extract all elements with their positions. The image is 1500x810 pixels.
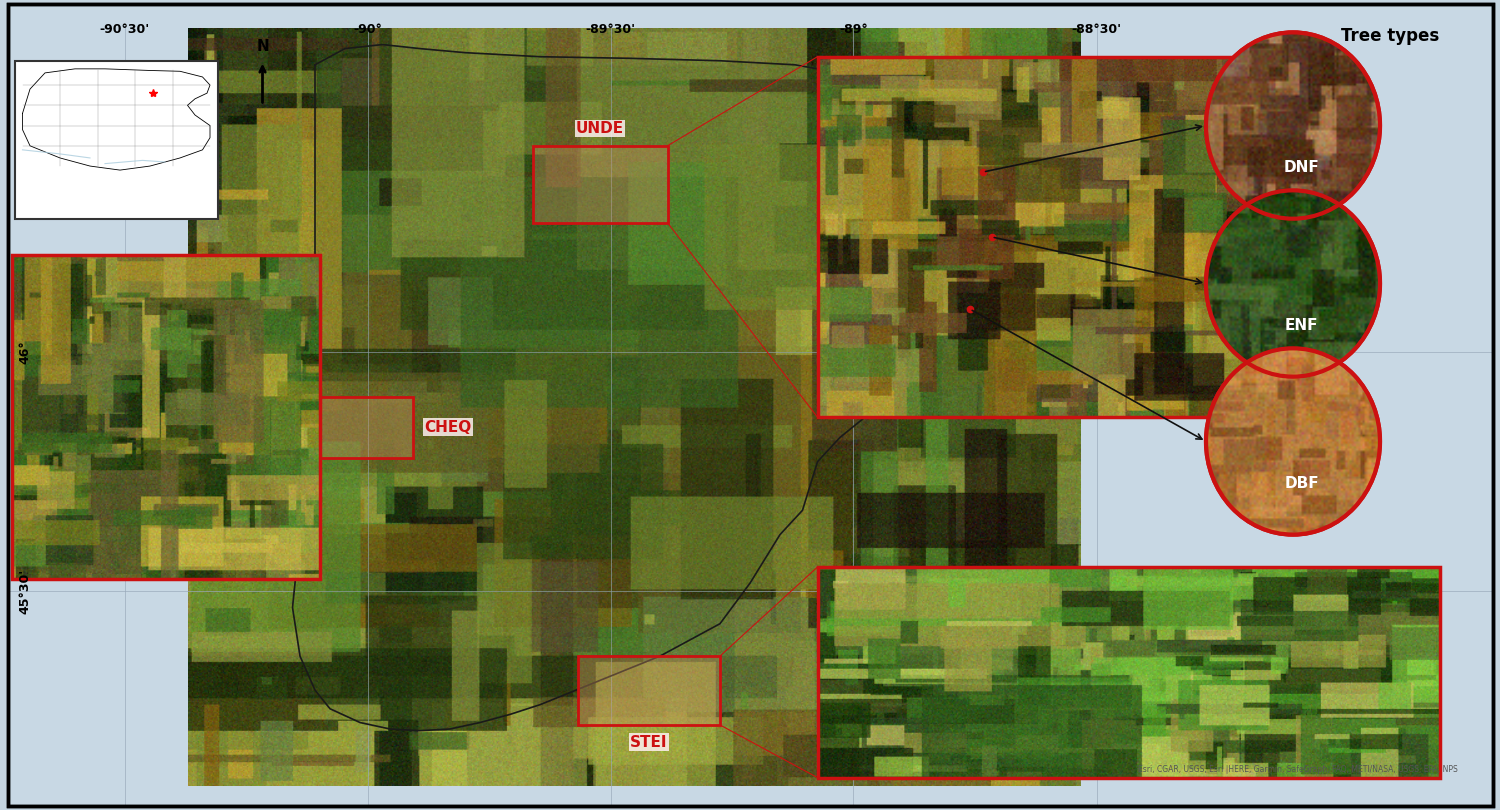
Text: ENF: ENF <box>1286 318 1318 333</box>
Text: DBF: DBF <box>1284 475 1318 491</box>
Ellipse shape <box>1206 348 1380 535</box>
Bar <box>12 255 320 579</box>
Text: 45°30': 45°30' <box>18 569 32 614</box>
Bar <box>315 397 413 458</box>
Text: STEI: STEI <box>630 735 668 750</box>
Text: DNF: DNF <box>1284 160 1320 175</box>
Polygon shape <box>292 45 960 731</box>
Text: -88°30': -88°30' <box>1071 23 1122 36</box>
Bar <box>818 567 1440 778</box>
Text: -90°: -90° <box>352 23 382 36</box>
Text: -89°: -89° <box>839 23 868 36</box>
Text: 46°: 46° <box>18 340 32 364</box>
Text: UNDE: UNDE <box>576 121 624 136</box>
Text: N: N <box>256 39 268 54</box>
Ellipse shape <box>1206 190 1380 377</box>
Text: -89°30': -89°30' <box>585 23 636 36</box>
Ellipse shape <box>1206 32 1380 219</box>
Text: -90°30': -90°30' <box>99 23 150 36</box>
Text: CHEQ: CHEQ <box>424 420 471 435</box>
Bar <box>532 146 668 223</box>
Text: Tree types: Tree types <box>1341 28 1440 45</box>
Bar <box>15 61 217 219</box>
Bar <box>578 656 720 725</box>
Text: Esri, CGAR, USGS, Esri |HERE, Garmin, SafeGraph, FAQ, METI/NASA, USGS, EPA, NPS: Esri, CGAR, USGS, Esri |HERE, Garmin, Sa… <box>1138 765 1458 774</box>
Bar <box>818 57 1252 417</box>
